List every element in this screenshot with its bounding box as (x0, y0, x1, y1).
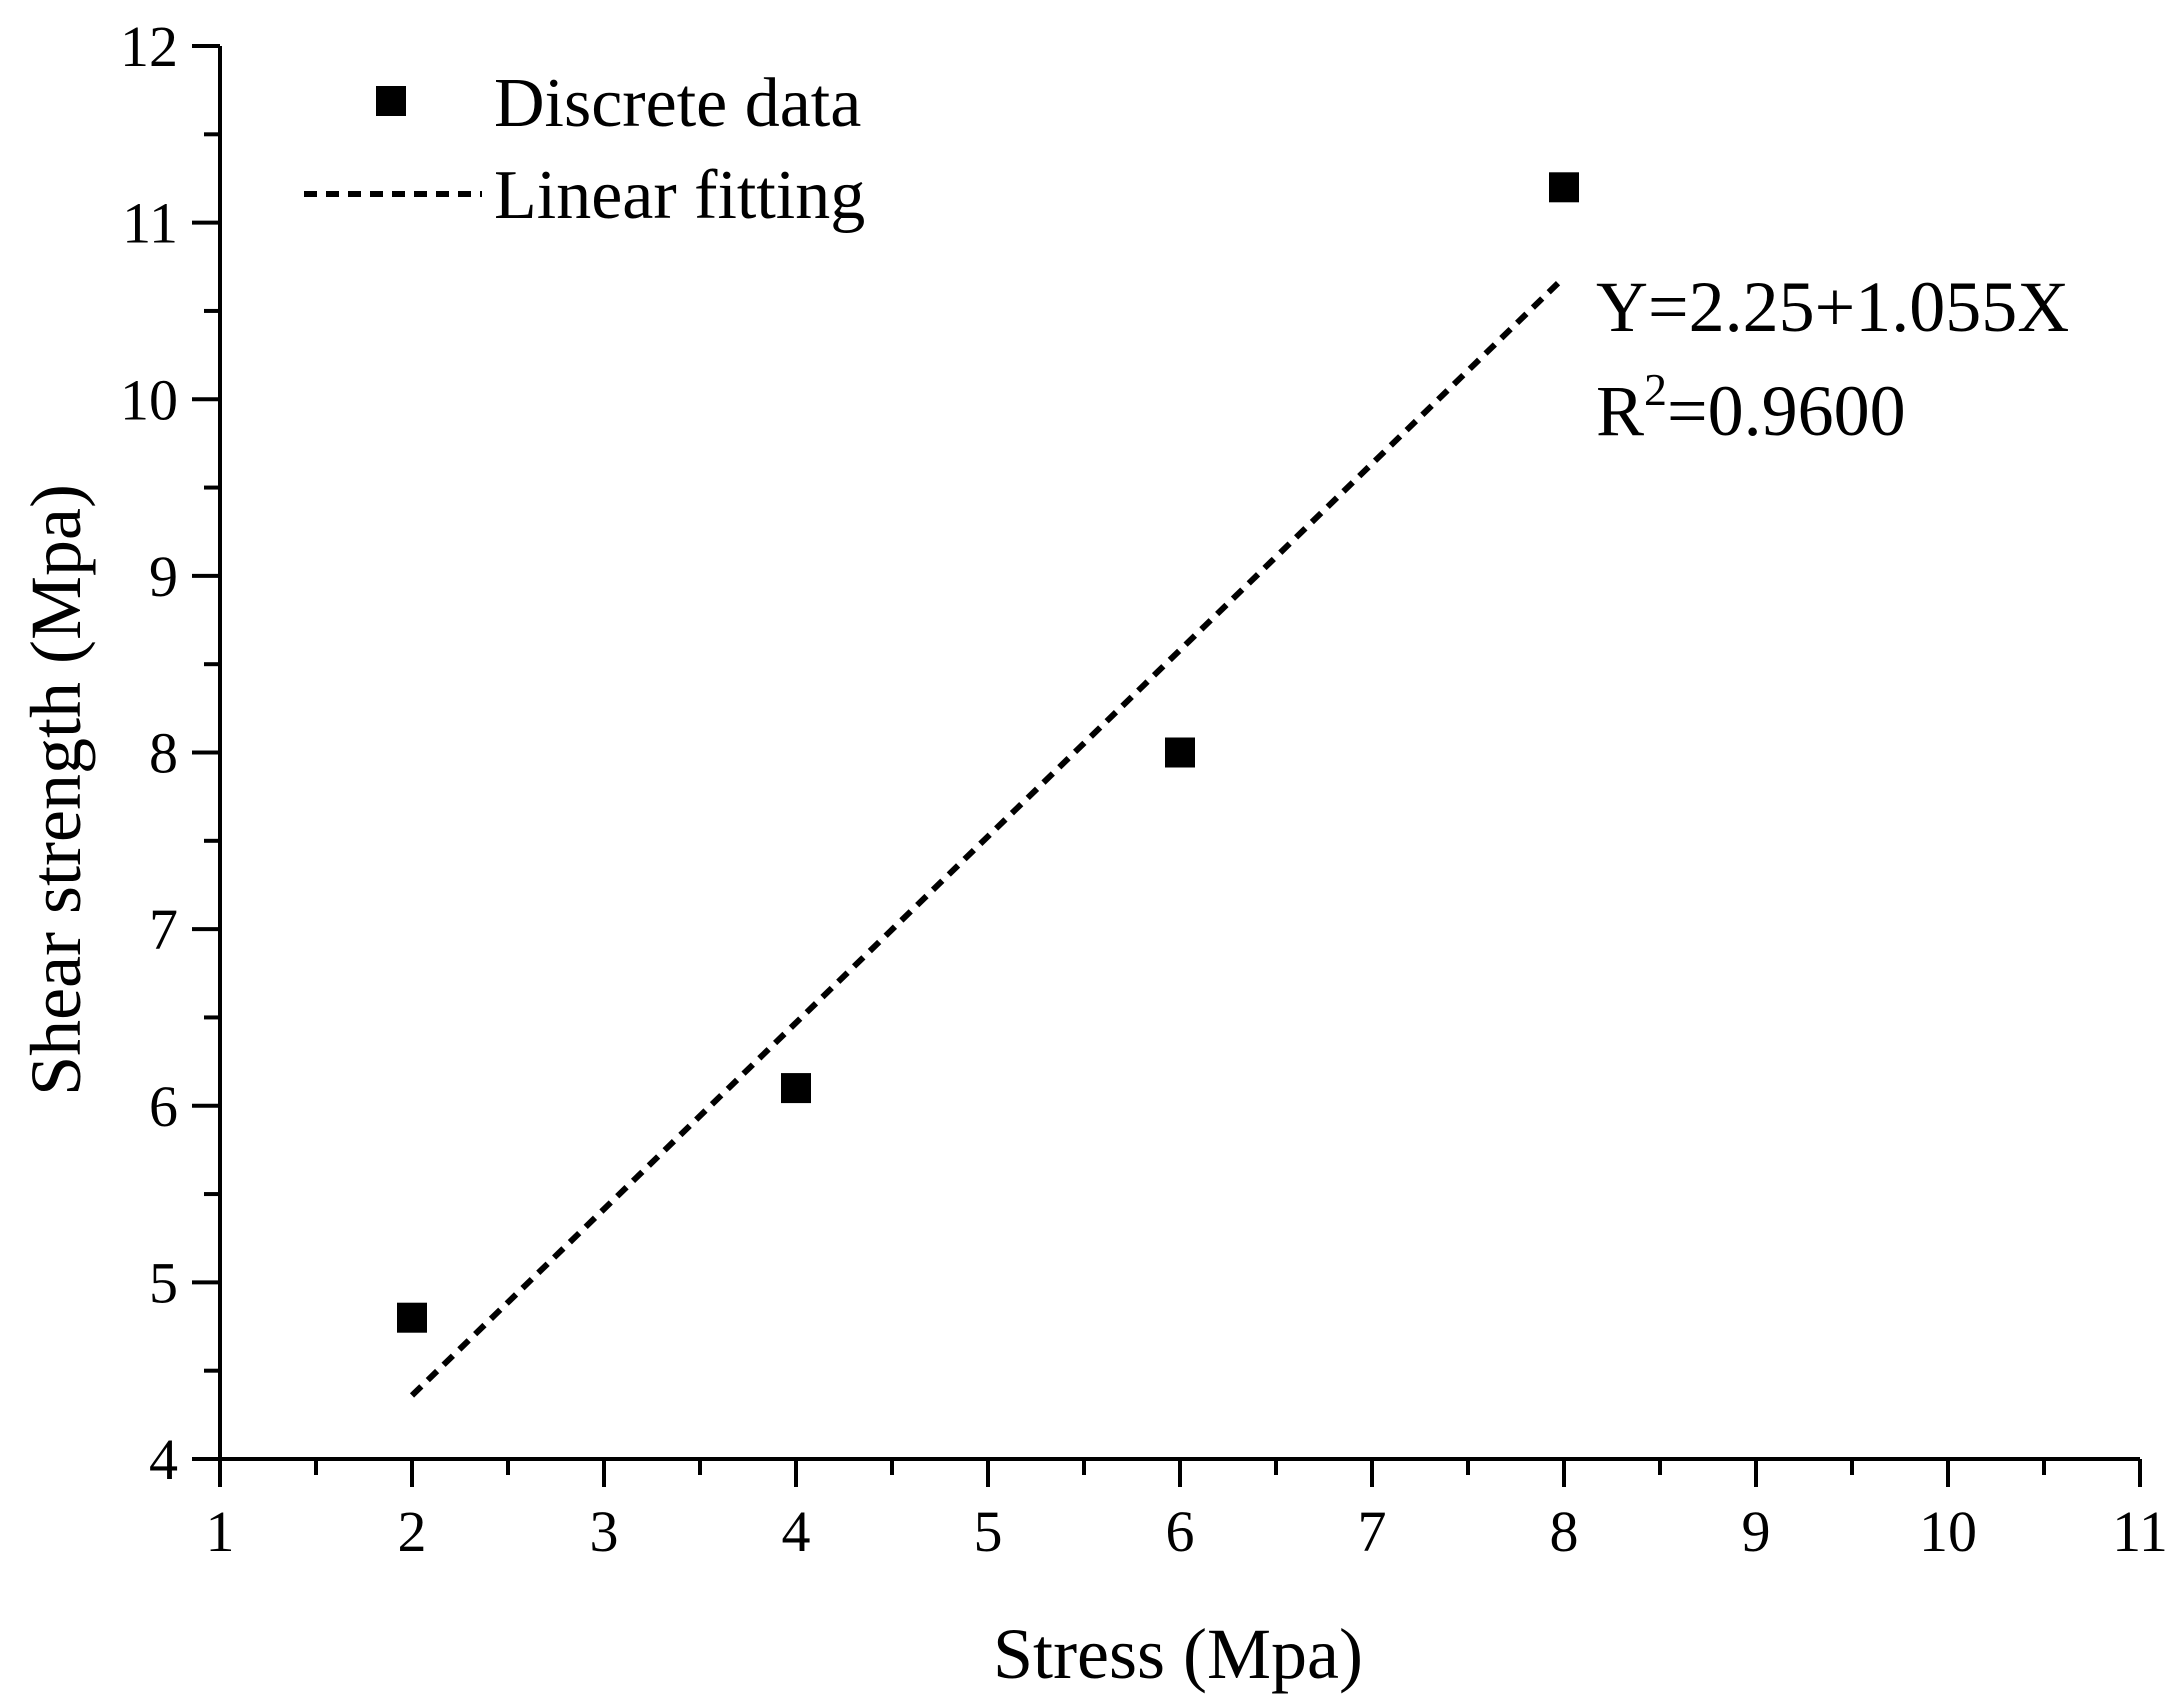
y-tick-label: 7 (149, 897, 178, 962)
x-tick-label: 11 (2112, 1499, 2168, 1564)
r-squared-prefix: R (1596, 371, 1644, 451)
legend: Discrete data Linear fitting (304, 65, 865, 234)
y-axis-title: Shear strength (Mpa) (16, 484, 96, 1096)
fit-line-group (409, 275, 1567, 1398)
data-point (1549, 172, 1579, 203)
x-tick-label: 2 (398, 1499, 427, 1564)
y-tick-label: 12 (120, 14, 178, 79)
y-tick-label: 10 (120, 367, 178, 432)
linear-fit-line (409, 275, 1567, 1398)
x-tick-label: 8 (1550, 1499, 1579, 1564)
x-tick-label: 9 (1742, 1499, 1771, 1564)
data-point (1165, 737, 1195, 768)
y-tick-label: 9 (149, 544, 178, 609)
x-tick-label: 7 (1358, 1499, 1387, 1564)
x-tick-label: 6 (1166, 1499, 1195, 1564)
y-tick-label: 4 (149, 1427, 178, 1492)
y-tick-label: 11 (122, 191, 178, 256)
x-axis-title: Stress (Mpa) (993, 1614, 1363, 1694)
x-tick-label: 4 (782, 1499, 811, 1564)
legend-marker-square (376, 86, 406, 116)
x-tick-label: 5 (974, 1499, 1003, 1564)
y-tick-label: 6 (149, 1074, 178, 1139)
legend-label-discrete: Discrete data (494, 65, 861, 142)
y-ticks: 4 5 6 7 8 9 10 11 12 (120, 14, 220, 1492)
y-tick-label: 5 (149, 1250, 178, 1315)
data-points (397, 172, 1579, 1333)
legend-label-fit: Linear fitting (494, 157, 865, 234)
r-squared-superscript: 2 (1644, 364, 1667, 415)
r-squared: R2=0.9600 (1596, 364, 1906, 451)
x-tick-label: 10 (1919, 1499, 1977, 1564)
x-ticks: 1 2 3 4 5 6 7 8 9 10 11 (206, 1459, 2168, 1564)
x-tick-label: 1 (206, 1499, 235, 1564)
data-point (397, 1302, 427, 1333)
y-tick-label: 8 (149, 721, 178, 786)
data-point (781, 1073, 811, 1104)
x-tick-label: 3 (590, 1499, 619, 1564)
r-squared-value: =0.9600 (1667, 371, 1906, 451)
fit-equation: Y=2.25+1.055X (1596, 267, 2069, 347)
